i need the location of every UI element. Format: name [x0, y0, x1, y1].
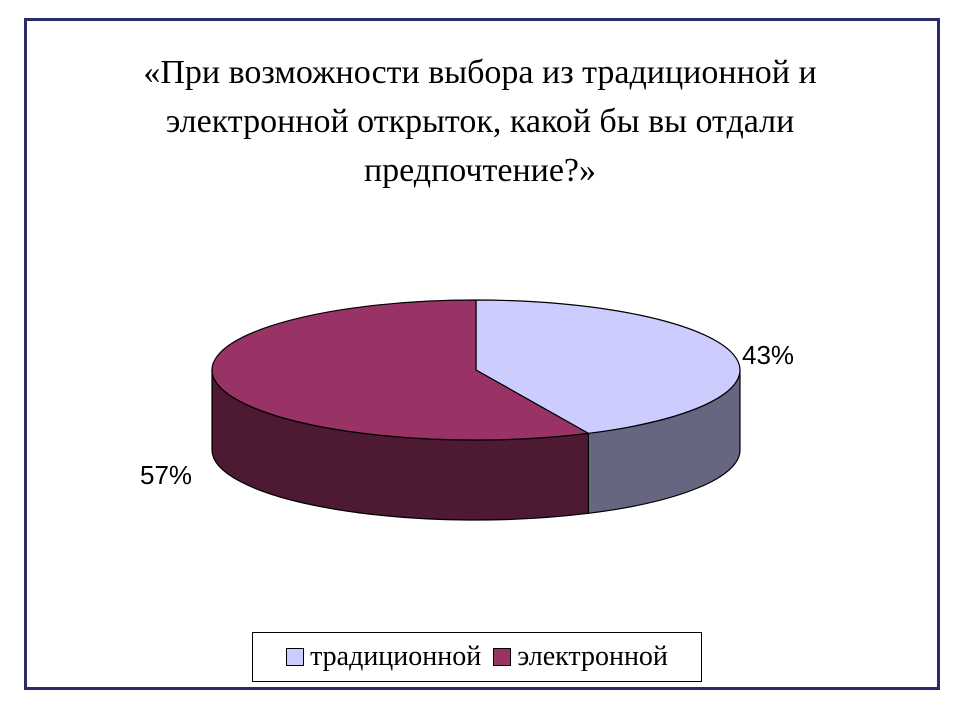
- legend-label-traditional: традиционной: [310, 641, 482, 672]
- legend-swatch-electronic: [493, 648, 512, 666]
- data-label-electronic: 57%: [140, 460, 192, 490]
- legend-item-electronic: электронной: [493, 641, 668, 673]
- pie-chart: 43% 57%: [140, 299, 794, 521]
- pie-slices: [211, 299, 741, 521]
- chart-title: «При возможности выбора из традиционной …: [0, 48, 960, 195]
- legend-label-electronic: электронной: [517, 641, 668, 672]
- chart-title-line-1: «При возможности выбора из традиционной …: [143, 54, 817, 91]
- chart-title-line-2: электронной открыток, какой бы вы отдали: [165, 103, 795, 140]
- data-label-traditional: 43%: [742, 340, 794, 370]
- chart-legend: традиционной электронной: [252, 632, 702, 682]
- chart-title-line-3: предпочтение?»: [363, 152, 597, 189]
- legend-item-traditional: традиционной: [286, 641, 481, 673]
- pie-slice-electronic: [211, 299, 590, 441]
- legend-swatch-traditional: [286, 648, 305, 666]
- pie-slice-traditional: [475, 299, 741, 434]
